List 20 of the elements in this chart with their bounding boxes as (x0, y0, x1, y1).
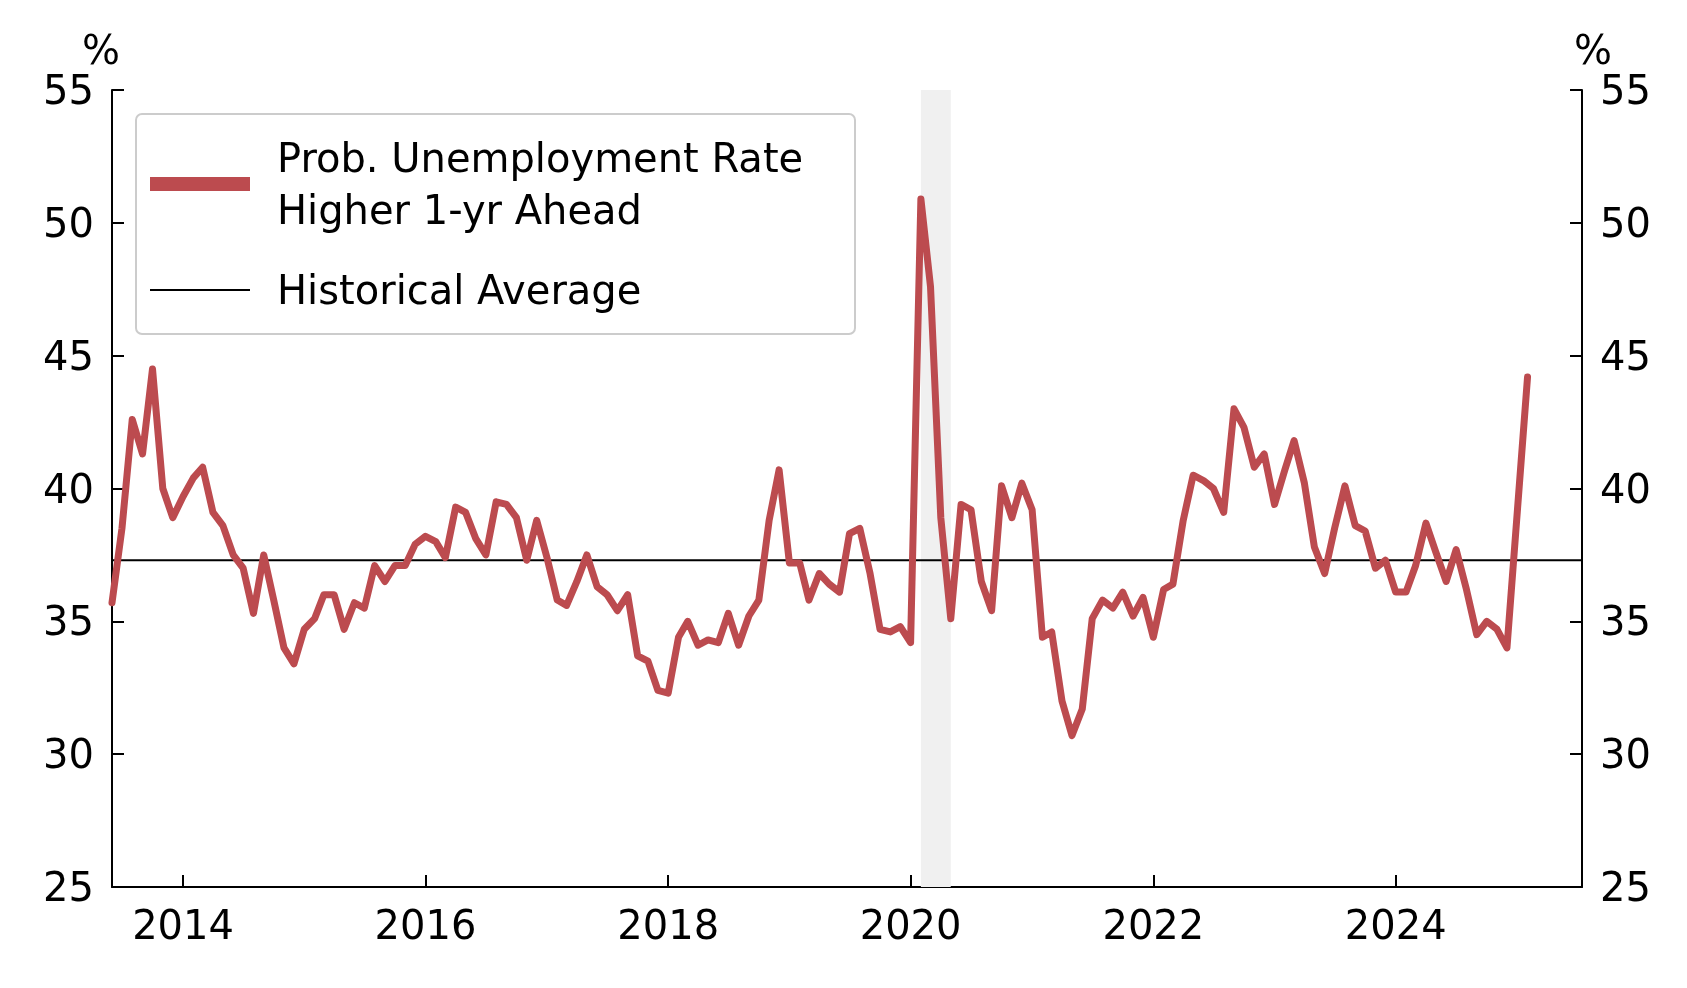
legend-label: Historical Average (277, 267, 642, 313)
y-tick-label: 25 (43, 864, 94, 910)
y-tick-label: 45 (43, 332, 94, 379)
y-tick-label: 50 (43, 199, 94, 246)
y2-tick-label: 40 (1600, 465, 1651, 512)
x-tick-label: 2024 (1344, 902, 1447, 948)
legend-label: Prob. Unemployment Rate Higher 1-yr Ahead (277, 135, 816, 233)
x-tick-label: 2022 (1102, 902, 1205, 948)
y2-tick-label: 25 (1600, 864, 1651, 910)
y2-tick-label: 30 (1600, 731, 1651, 778)
y2-tick-label: 50 (1600, 199, 1651, 246)
x-tick-label: 2018 (617, 902, 720, 948)
y-tick-label: 30 (43, 731, 94, 778)
y2-tick-label: 35 (1600, 598, 1651, 645)
x-tick-label: 2016 (374, 902, 477, 948)
x-tick-label: 2014 (132, 902, 234, 948)
y-tick-label: 40 (43, 465, 94, 512)
x-tick-label: 2020 (859, 902, 962, 948)
y-tick-label: 35 (43, 598, 94, 645)
y2-tick-label: 45 (1600, 332, 1651, 379)
